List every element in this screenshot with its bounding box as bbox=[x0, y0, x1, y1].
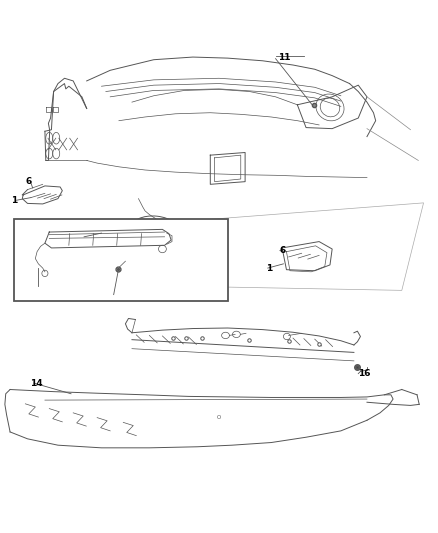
Text: 12: 12 bbox=[78, 233, 90, 242]
Text: 14: 14 bbox=[30, 378, 42, 387]
Text: 6: 6 bbox=[25, 177, 32, 186]
Text: 1: 1 bbox=[266, 264, 272, 272]
Text: 18: 18 bbox=[108, 291, 120, 300]
Text: 1: 1 bbox=[108, 220, 114, 229]
Text: 11: 11 bbox=[278, 53, 290, 62]
Text: 16: 16 bbox=[358, 369, 371, 378]
Text: 1: 1 bbox=[11, 196, 17, 205]
Text: O: O bbox=[217, 415, 221, 420]
Text: 6: 6 bbox=[279, 246, 285, 255]
Text: 6: 6 bbox=[108, 233, 114, 242]
Bar bbox=[14, 219, 228, 301]
Text: 13: 13 bbox=[34, 283, 46, 292]
